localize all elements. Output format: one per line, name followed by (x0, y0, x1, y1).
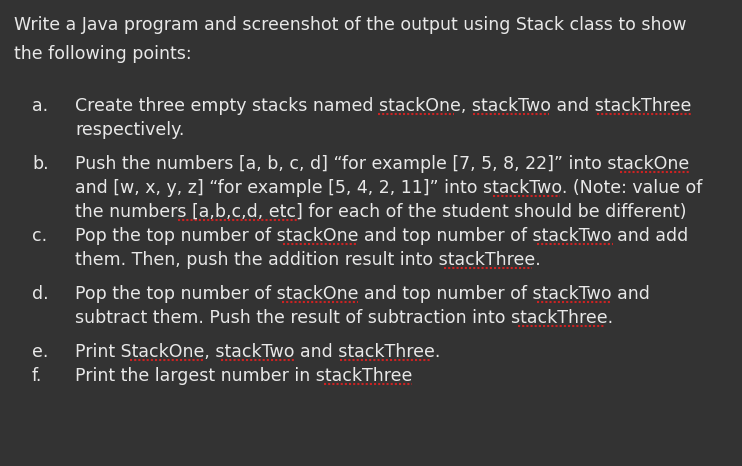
Text: Create three empty stacks named stackOne, stackTwo and stackThree: Create three empty stacks named stackOne… (75, 97, 692, 115)
Text: e.: e. (32, 343, 48, 361)
Text: Push the numbers [a, b, c, d] “for example [7, 5, 8, 22]” into stackOne: Push the numbers [a, b, c, d] “for examp… (75, 155, 689, 173)
Text: Pop the top number of stackOne and top number of stackTwo and add: Pop the top number of stackOne and top n… (75, 227, 689, 245)
Text: Write a Java program and screenshot of the output using Stack class to show: Write a Java program and screenshot of t… (14, 16, 686, 34)
Text: and [w, x, y, z] “for example [5, 4, 2, 11]” into stackTwo. (Note: value of: and [w, x, y, z] “for example [5, 4, 2, … (75, 179, 703, 197)
Text: a.: a. (32, 97, 48, 115)
Text: respectively.: respectively. (75, 121, 184, 139)
Text: Print the largest number in stackThree: Print the largest number in stackThree (75, 367, 413, 385)
Text: the numbers [a,b,c,d, etc] for each of the student should be different): the numbers [a,b,c,d, etc] for each of t… (75, 203, 686, 221)
Text: d.: d. (32, 285, 49, 303)
Text: Pop the top number of stackOne and top number of stackTwo and: Pop the top number of stackOne and top n… (75, 285, 650, 303)
Text: them. Then, push the addition result into stackThree.: them. Then, push the addition result int… (75, 251, 541, 269)
Text: c.: c. (32, 227, 47, 245)
Text: f.: f. (32, 367, 42, 385)
Text: the following points:: the following points: (14, 45, 191, 63)
Text: b.: b. (32, 155, 49, 173)
Text: subtract them. Push the result of subtraction into stackThree.: subtract them. Push the result of subtra… (75, 309, 613, 327)
Text: Print StackOne, stackTwo and stackThree.: Print StackOne, stackTwo and stackThree. (75, 343, 440, 361)
